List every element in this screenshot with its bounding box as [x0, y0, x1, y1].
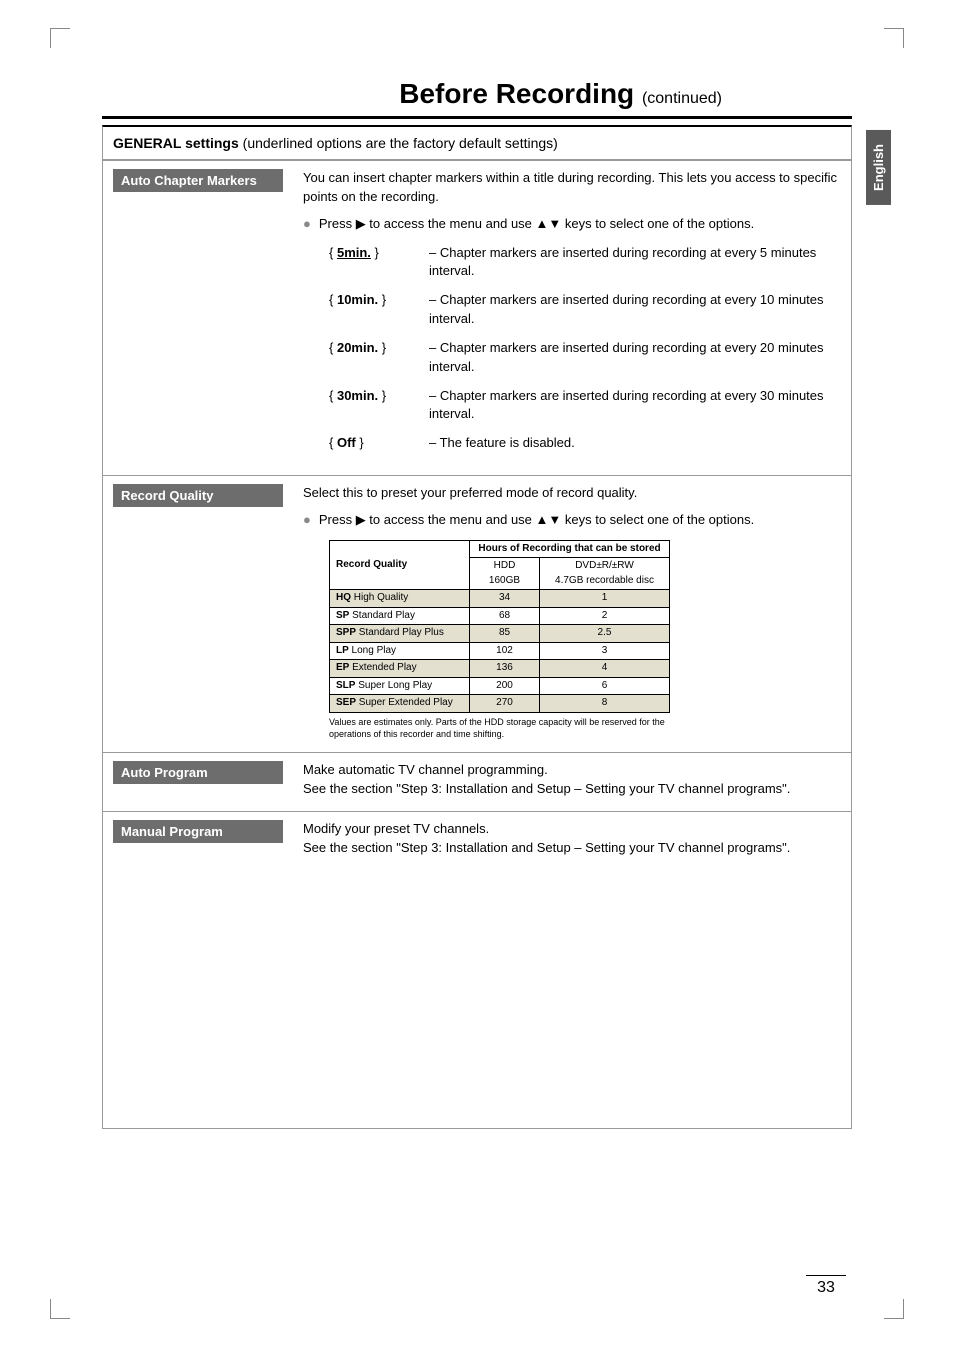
table-row: SEP Super Extended Play2708: [330, 695, 670, 713]
page-title-main: Before Recording: [399, 78, 634, 109]
cell-mode: EP Extended Play: [330, 660, 470, 678]
cell-hdd: 136: [470, 660, 540, 678]
header-dvd: DVD±R/±RW 4.7GB recordable disc: [540, 558, 670, 590]
label-cell: Auto Program: [103, 753, 293, 811]
record-quality-note: Values are estimates only. Parts of the …: [329, 717, 689, 740]
option-key: { 5min. }: [329, 244, 429, 282]
record-quality-label: Record Quality: [113, 484, 283, 507]
cell-mode: SEP Super Extended Play: [330, 695, 470, 713]
page-number: 33: [806, 1275, 846, 1297]
cell-hdd: 200: [470, 677, 540, 695]
label-cell: Record Quality: [103, 476, 293, 752]
auto-chapter-intro: You can insert chapter markers within a …: [303, 169, 841, 207]
option-row: { Off }– The feature is disabled.: [329, 434, 841, 453]
settings-panel: GENERAL settings (underlined options are…: [102, 125, 852, 1129]
cell-dvd: 2.5: [540, 625, 670, 643]
cell-dvd: 4: [540, 660, 670, 678]
option-desc: – Chapter markers are inserted during re…: [429, 291, 841, 329]
cell-mode: SP Standard Play: [330, 607, 470, 625]
page-title-continued: (continued): [642, 90, 722, 107]
bullet-line: ● Press ▶ to access the menu and use ▲▼ …: [303, 215, 841, 234]
auto-chapter-content: You can insert chapter markers within a …: [293, 161, 851, 475]
auto-program-row: Auto Program Make automatic TV channel p…: [103, 752, 851, 811]
option-row: { 30min. }– Chapter markers are inserted…: [329, 387, 841, 425]
option-row: { 20min. }– Chapter markers are inserted…: [329, 339, 841, 377]
record-quality-intro: Select this to preset your preferred mod…: [303, 484, 841, 503]
option-row: { 5min. }– Chapter markers are inserted …: [329, 244, 841, 282]
manual-program-row: Manual Program Modify your preset TV cha…: [103, 811, 851, 1128]
record-quality-content: Select this to preset your preferred mod…: [293, 476, 851, 752]
crop-mark: [50, 28, 70, 48]
cell-hdd: 270: [470, 695, 540, 713]
table-row: SLP Super Long Play2006: [330, 677, 670, 695]
auto-program-label: Auto Program: [113, 761, 283, 784]
auto-chapter-label: Auto Chapter Markers: [113, 169, 283, 192]
cell-mode: HQ High Quality: [330, 590, 470, 608]
option-desc: – Chapter markers are inserted during re…: [429, 244, 841, 282]
option-key: { 20min. }: [329, 339, 429, 377]
cell-mode: SLP Super Long Play: [330, 677, 470, 695]
option-key: { 30min. }: [329, 387, 429, 425]
table-row: SPP Standard Play Plus852.5: [330, 625, 670, 643]
option-row: { 10min. }– Chapter markers are inserted…: [329, 291, 841, 329]
cell-dvd: 1: [540, 590, 670, 608]
cell-hdd: 68: [470, 607, 540, 625]
table-row: HQ High Quality341: [330, 590, 670, 608]
record-quality-row: Record Quality Select this to preset you…: [103, 475, 851, 752]
option-key: { 10min. }: [329, 291, 429, 329]
bullet-line: ● Press ▶ to access the menu and use ▲▼ …: [303, 511, 841, 530]
crop-mark: [50, 1299, 70, 1319]
header-hdd: HDD 160GB: [470, 558, 540, 590]
record-quality-bullet: Press ▶ to access the menu and use ▲▼ ke…: [319, 511, 754, 530]
cell-dvd: 2: [540, 607, 670, 625]
cell-hdd: 102: [470, 642, 540, 660]
crop-mark: [884, 1299, 904, 1319]
general-header-bold: GENERAL settings: [113, 135, 239, 151]
option-desc: – Chapter markers are inserted during re…: [429, 387, 841, 425]
option-desc: – Chapter markers are inserted during re…: [429, 339, 841, 377]
record-quality-table: Record Quality Hours of Recording that c…: [329, 540, 670, 713]
option-key: { Off }: [329, 434, 429, 453]
language-tab: English: [866, 130, 891, 205]
table-row: EP Extended Play1364: [330, 660, 670, 678]
table-row: LP Long Play1023: [330, 642, 670, 660]
label-cell: Manual Program: [103, 812, 293, 1128]
page-title: Before Recording (continued): [102, 0, 852, 119]
auto-chapter-row: Auto Chapter Markers You can insert chap…: [103, 160, 851, 475]
auto-chapter-bullet: Press ▶ to access the menu and use ▲▼ ke…: [319, 215, 754, 234]
table-row: SP Standard Play682: [330, 607, 670, 625]
cell-dvd: 6: [540, 677, 670, 695]
cell-mode: SPP Standard Play Plus: [330, 625, 470, 643]
cell-dvd: 3: [540, 642, 670, 660]
bullet-icon: ●: [303, 511, 311, 530]
auto-program-text: Make automatic TV channel programming. S…: [293, 753, 851, 811]
option-desc: – The feature is disabled.: [429, 434, 841, 453]
label-cell: Auto Chapter Markers: [103, 161, 293, 475]
header-hours: Hours of Recording that can be stored: [470, 540, 670, 558]
table-header-row: Record Quality Hours of Recording that c…: [330, 540, 670, 558]
cell-mode: LP Long Play: [330, 642, 470, 660]
cell-hdd: 34: [470, 590, 540, 608]
header-record-quality: Record Quality: [330, 540, 470, 590]
general-header-rest: (underlined options are the factory defa…: [239, 135, 558, 151]
bullet-icon: ●: [303, 215, 311, 234]
manual-program-text: Modify your preset TV channels. See the …: [293, 812, 851, 1128]
general-settings-header: GENERAL settings (underlined options are…: [103, 127, 851, 160]
cell-dvd: 8: [540, 695, 670, 713]
cell-hdd: 85: [470, 625, 540, 643]
manual-program-label: Manual Program: [113, 820, 283, 843]
crop-mark: [884, 28, 904, 48]
